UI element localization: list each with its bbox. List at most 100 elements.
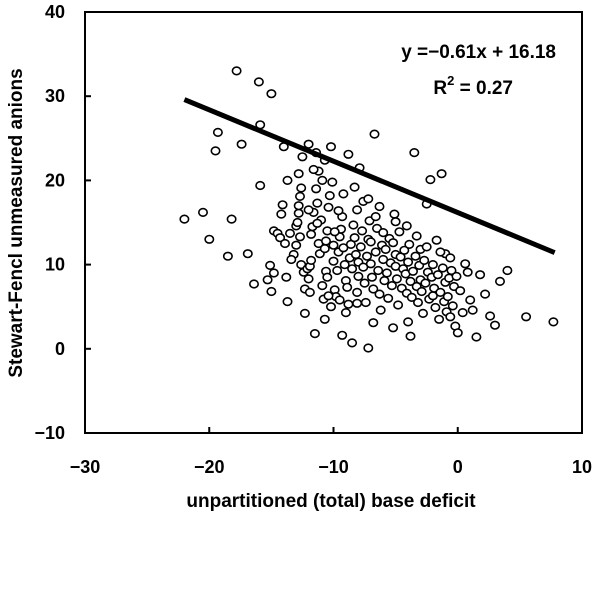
data-point <box>386 281 397 291</box>
data-point <box>403 317 414 327</box>
data-point <box>306 255 317 266</box>
data-point <box>434 314 445 324</box>
data-point <box>231 66 242 76</box>
data-point <box>485 311 496 321</box>
y-axis-ticks: −10 0 10 20 30 40 <box>34 2 91 443</box>
y-axis-title: Stewart-Fencl unmeasured anions <box>6 68 27 377</box>
data-point <box>447 301 458 311</box>
y-tick-label: 20 <box>45 170 65 190</box>
data-point <box>275 233 286 243</box>
data-point <box>405 276 416 287</box>
data-point <box>437 263 448 273</box>
data-point <box>404 239 415 249</box>
data-point <box>465 295 476 305</box>
data-point <box>409 148 420 158</box>
data-point <box>262 275 273 285</box>
data-point <box>405 331 416 341</box>
data-point <box>403 257 414 267</box>
data-point <box>281 272 292 282</box>
data-point <box>368 284 379 294</box>
data-point <box>319 314 330 324</box>
data-point <box>325 302 336 312</box>
data-point <box>349 233 360 243</box>
data-point <box>378 228 389 238</box>
data-point <box>296 183 307 193</box>
data-point <box>452 328 463 338</box>
data-point <box>363 194 374 204</box>
data-point <box>291 240 302 250</box>
data-point <box>334 295 345 305</box>
data-point <box>338 189 349 199</box>
data-point <box>416 286 427 297</box>
data-point <box>266 89 277 99</box>
data-point <box>401 221 412 231</box>
data-point <box>365 237 376 247</box>
data-point <box>352 298 363 308</box>
r-squared-r: R <box>433 78 447 99</box>
y-tick-label: 10 <box>45 255 65 275</box>
data-point <box>442 292 453 302</box>
data-point <box>352 205 363 215</box>
data-point <box>299 308 310 319</box>
data-point <box>421 242 432 252</box>
scatter-points <box>179 66 559 353</box>
data-point <box>325 142 336 152</box>
data-point <box>407 266 418 276</box>
data-point <box>332 265 343 276</box>
data-point <box>460 259 471 269</box>
data-point <box>388 323 399 333</box>
data-point <box>457 308 468 318</box>
data-point <box>319 244 330 254</box>
data-point <box>363 343 374 353</box>
data-point <box>342 282 353 292</box>
data-point <box>393 300 404 310</box>
data-point <box>494 276 505 287</box>
data-point <box>489 320 500 330</box>
data-point <box>521 312 532 322</box>
data-point <box>417 308 428 319</box>
data-point <box>303 274 314 284</box>
data-point <box>282 297 293 307</box>
x-axis-ticks: −30 −20 −10 0 10 <box>70 427 592 477</box>
data-point <box>379 276 390 286</box>
data-point <box>304 287 315 298</box>
data-point <box>253 77 264 87</box>
data-point <box>311 184 322 194</box>
data-point <box>323 202 334 212</box>
data-point <box>406 292 417 303</box>
data-point <box>502 265 513 276</box>
data-point <box>383 293 394 303</box>
x-tick-label: 10 <box>572 457 592 477</box>
data-point <box>410 251 421 261</box>
x-tick-label: 0 <box>453 457 463 477</box>
y-tick-label: −10 <box>34 423 65 443</box>
data-point <box>373 265 384 276</box>
data-point <box>471 332 482 342</box>
data-point <box>322 272 333 282</box>
data-point <box>391 274 402 284</box>
data-point <box>389 209 400 219</box>
data-point <box>242 249 253 259</box>
plot-frame <box>84 11 583 434</box>
data-point <box>328 240 339 250</box>
data-point <box>292 217 303 228</box>
data-point <box>297 152 308 162</box>
r-squared-value: = 0.27 <box>454 78 513 99</box>
data-point <box>268 268 279 278</box>
data-point <box>348 220 359 230</box>
data-point <box>475 270 486 280</box>
x-axis-title: unpartitioned (total) base deficit <box>186 491 476 512</box>
data-point <box>374 289 385 299</box>
data-point <box>370 247 381 257</box>
data-point <box>370 212 381 222</box>
r-squared-superscript: 2 <box>447 73 454 88</box>
y-tick-label: 40 <box>45 2 65 22</box>
data-point <box>329 227 340 237</box>
data-point <box>446 265 457 276</box>
data-point <box>412 297 423 308</box>
data-point <box>293 169 304 179</box>
data-point <box>306 229 317 239</box>
data-point <box>198 207 209 217</box>
data-point <box>369 129 380 139</box>
